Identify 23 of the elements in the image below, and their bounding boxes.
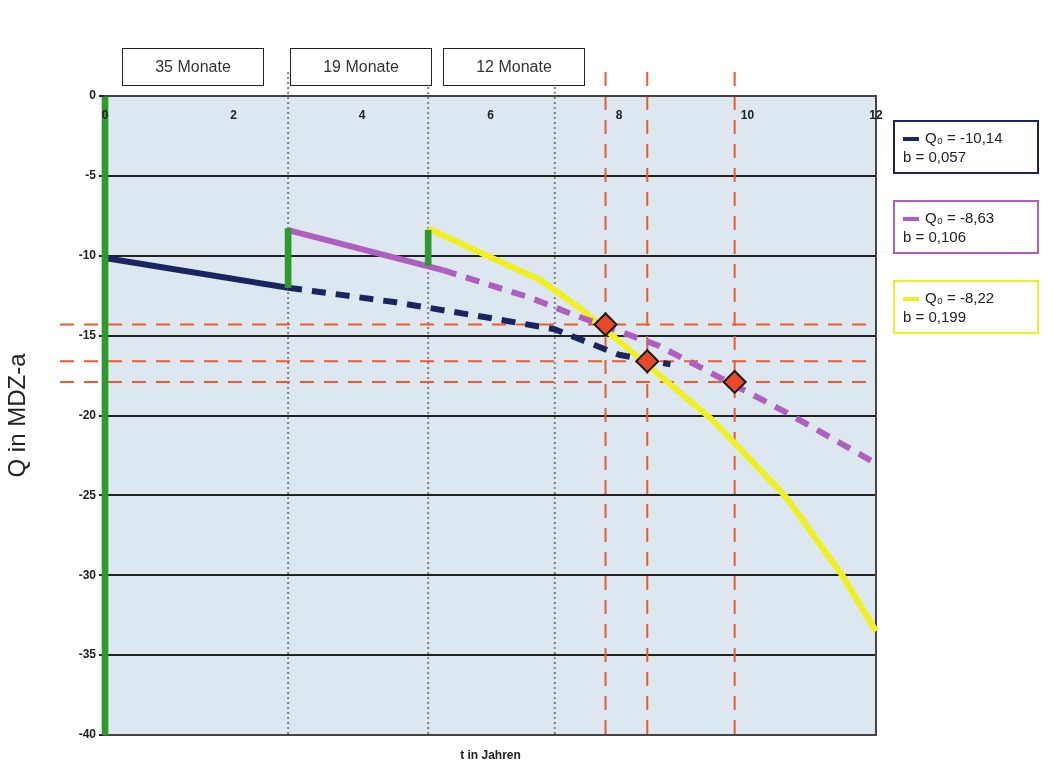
x-tick-label: 4 [358,108,366,123]
text: 19 Monate [290,48,432,86]
y-tick-label: -25 [78,487,97,502]
y-tick-label: -15 [78,327,97,342]
y-tick-label: -5 [85,168,97,183]
y-tick-label: 0 [89,88,97,103]
x-tick-label: 6 [487,108,495,123]
y-tick-label: -35 [78,647,97,662]
x-tick-label: 8 [615,108,623,123]
text: 35 Monate [122,48,264,86]
y-tick-label: -10 [78,248,97,263]
x-tick-label: 2 [230,108,238,123]
y-tick-label: -40 [78,727,97,742]
y-tick-label: -30 [78,567,97,582]
legend-label: Q₀ = -8,22 b = 0,199 [893,280,1039,334]
x-tick-label: 10 [740,108,755,123]
y-tick-label: -20 [78,407,97,422]
legend-label: Q₀ = -10,14 b = 0,057 [893,120,1039,174]
x-axis-title: t in Jahren [460,748,521,762]
legend-label: Q₀ = -8,63 b = 0,106 [893,200,1039,254]
text: 12 Monate [443,48,585,86]
x-tick-label: 0 [101,108,109,123]
y-axis-title: Q in MDZ-a [3,352,31,478]
